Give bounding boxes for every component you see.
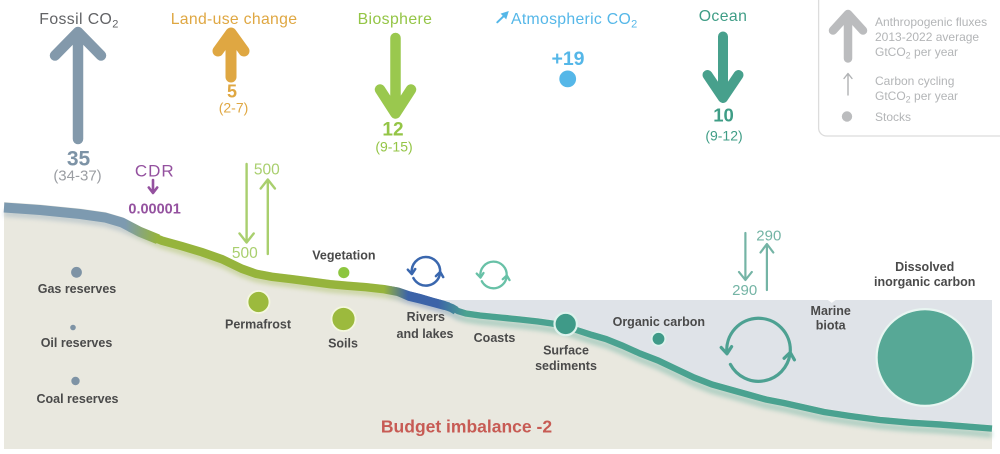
svg-text:Permafrost: Permafrost: [225, 318, 292, 332]
svg-text:0.00001: 0.00001: [128, 202, 180, 218]
svg-text:biota: biota: [816, 319, 847, 333]
svg-text:Gas reserves: Gas reserves: [38, 282, 117, 296]
svg-text:500: 500: [232, 245, 258, 262]
svg-text:CDR: CDR: [135, 162, 175, 181]
svg-text:Atmospheric CO2: Atmospheric CO2: [511, 11, 638, 31]
svg-text:(9-12): (9-12): [705, 127, 742, 143]
svg-text:35: 35: [67, 148, 91, 171]
svg-text:Rivers: Rivers: [407, 310, 445, 324]
svg-text:(9-15): (9-15): [375, 139, 412, 155]
svg-text:and lakes: and lakes: [397, 327, 454, 341]
svg-text:Budget imbalance -2: Budget imbalance -2: [381, 417, 552, 437]
svg-text:sediments: sediments: [535, 359, 597, 373]
svg-text:Oil reserves: Oil reserves: [41, 336, 113, 350]
svg-text:10: 10: [713, 105, 734, 126]
svg-text:Anthropogenic fluxes: Anthropogenic fluxes: [875, 15, 987, 29]
svg-text:2013-2022 average: 2013-2022 average: [875, 30, 979, 44]
svg-text:Fossil CO2: Fossil CO2: [39, 11, 118, 31]
svg-text:Coal reserves: Coal reserves: [36, 392, 118, 406]
svg-text:Organic carbon: Organic carbon: [613, 315, 705, 329]
svg-text:Dissolved: Dissolved: [895, 260, 954, 274]
svg-text:5: 5: [227, 82, 237, 102]
svg-text:290: 290: [732, 282, 757, 299]
svg-text:GtCO2 per year: GtCO2 per year: [875, 89, 958, 105]
svg-text:12: 12: [382, 120, 403, 141]
svg-text:Surface: Surface: [543, 344, 589, 358]
svg-text:GtCO2 per year: GtCO2 per year: [875, 45, 958, 61]
svg-text:Vegetation: Vegetation: [312, 249, 375, 263]
svg-text:(2-7): (2-7): [219, 100, 249, 116]
svg-text:Biosphere: Biosphere: [358, 11, 433, 28]
svg-text:Carbon cycling: Carbon cycling: [875, 74, 954, 88]
svg-text:Land-use change: Land-use change: [171, 11, 298, 28]
svg-text:290: 290: [756, 227, 781, 244]
svg-text:(34-37): (34-37): [53, 168, 101, 185]
svg-text:Ocean: Ocean: [699, 8, 748, 25]
svg-text:Marine: Marine: [811, 304, 851, 318]
svg-text:Coasts: Coasts: [474, 331, 516, 345]
svg-text:Stocks: Stocks: [875, 110, 911, 124]
svg-text:500: 500: [254, 162, 280, 179]
svg-text:+19: +19: [551, 48, 584, 70]
svg-text:Soils: Soils: [328, 337, 358, 351]
svg-text:inorganic carbon: inorganic carbon: [874, 275, 975, 289]
